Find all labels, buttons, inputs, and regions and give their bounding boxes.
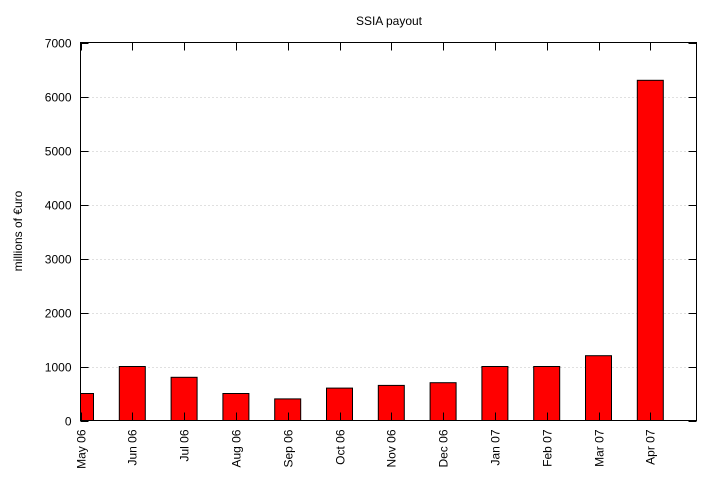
y-tick-label: 1000: [45, 361, 72, 375]
bar-sep-06: [274, 398, 302, 421]
plot-frame: [80, 42, 697, 421]
x-tick-label: Apr 07: [644, 429, 658, 465]
x-tick-label: Jan 07: [489, 429, 503, 465]
grid-lines: [80, 97, 697, 368]
chart-title: SSIA payout: [356, 14, 423, 28]
x-tick-label: Nov 06: [385, 429, 399, 467]
bar-oct-06: [326, 387, 353, 422]
bar-mar-07: [585, 355, 612, 422]
y-axis-ticks: 0 1000 2000 3000 4000 5000 6000 7000: [45, 37, 697, 429]
x-tick-label: May 06: [75, 429, 89, 469]
y-tick-label: 0: [65, 415, 72, 429]
bar-feb-07: [533, 366, 561, 421]
y-tick-label: 2000: [45, 307, 72, 321]
bar-jan-07: [481, 366, 509, 421]
x-tick-label: Oct 06: [334, 429, 348, 465]
y-tick-label: 3000: [45, 253, 72, 267]
x-tick-label: Feb 07: [541, 429, 555, 467]
y-tick-label: 7000: [45, 37, 72, 51]
y-tick-label: 6000: [45, 91, 72, 105]
x-tick-label: Sep 06: [282, 429, 296, 467]
y-tick-label: 4000: [45, 199, 72, 213]
bar-jun-06: [118, 366, 146, 421]
x-tick-label: Jun 06: [126, 429, 140, 465]
bar-apr-07: [636, 79, 664, 422]
bar-may-06: [80, 393, 94, 421]
bar-aug-06: [222, 393, 250, 421]
x-tick-label: Mar 07: [593, 429, 607, 467]
x-tick-label: Dec 06: [437, 429, 451, 467]
y-axis-label: millions of €uro: [11, 190, 25, 271]
x-tick-label: Aug 06: [230, 429, 244, 467]
x-tick-label: Jul 06: [178, 429, 192, 461]
bars: [80, 79, 664, 422]
x-axis-ticks: May 06 Jun 06 Jul 06 Aug 06 Sep 06 Oct 06 Nov …: [75, 42, 658, 469]
y-tick-label: 5000: [45, 145, 72, 159]
